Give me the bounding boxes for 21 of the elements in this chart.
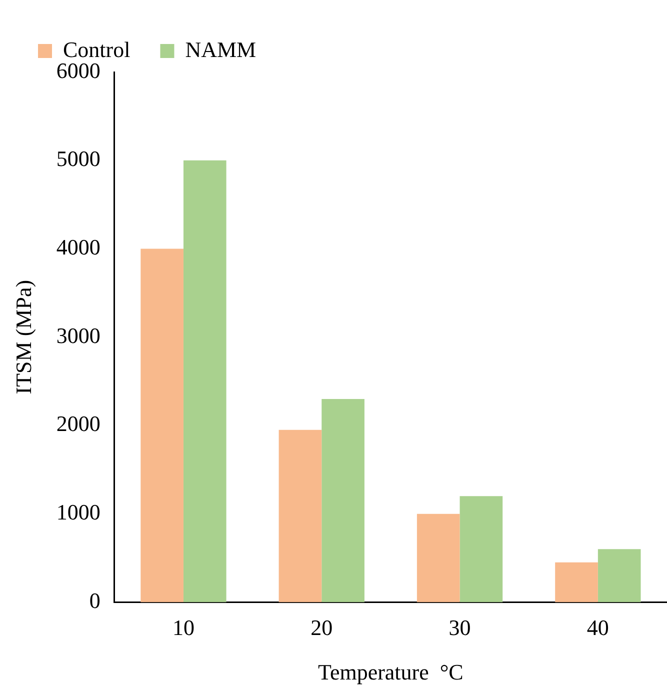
bar (416, 514, 460, 602)
bar (460, 496, 503, 602)
y-tick-label: 5000 (56, 146, 100, 172)
legend-label: NAMM (185, 36, 256, 62)
x-axis-title: Temperature °C (318, 660, 464, 685)
y-tick-label: 4000 (56, 234, 100, 260)
x-tick-label: 20 (310, 615, 333, 640)
y-tick-label: 2000 (56, 411, 100, 436)
bar (140, 248, 184, 602)
x-tick-label: 40 (586, 615, 609, 640)
y-tick-label: 1000 (56, 500, 100, 525)
x-tick-label: 10 (172, 615, 194, 640)
y-axis-title: ITSM (MPa) (10, 280, 36, 394)
bar (278, 430, 322, 602)
bar (183, 160, 226, 602)
y-tick-label: 3000 (56, 322, 100, 348)
y-tick-label: 0 (89, 588, 100, 613)
x-tick-label: 30 (448, 615, 471, 640)
bar (598, 549, 641, 602)
bar (322, 398, 364, 602)
bar (555, 562, 598, 602)
